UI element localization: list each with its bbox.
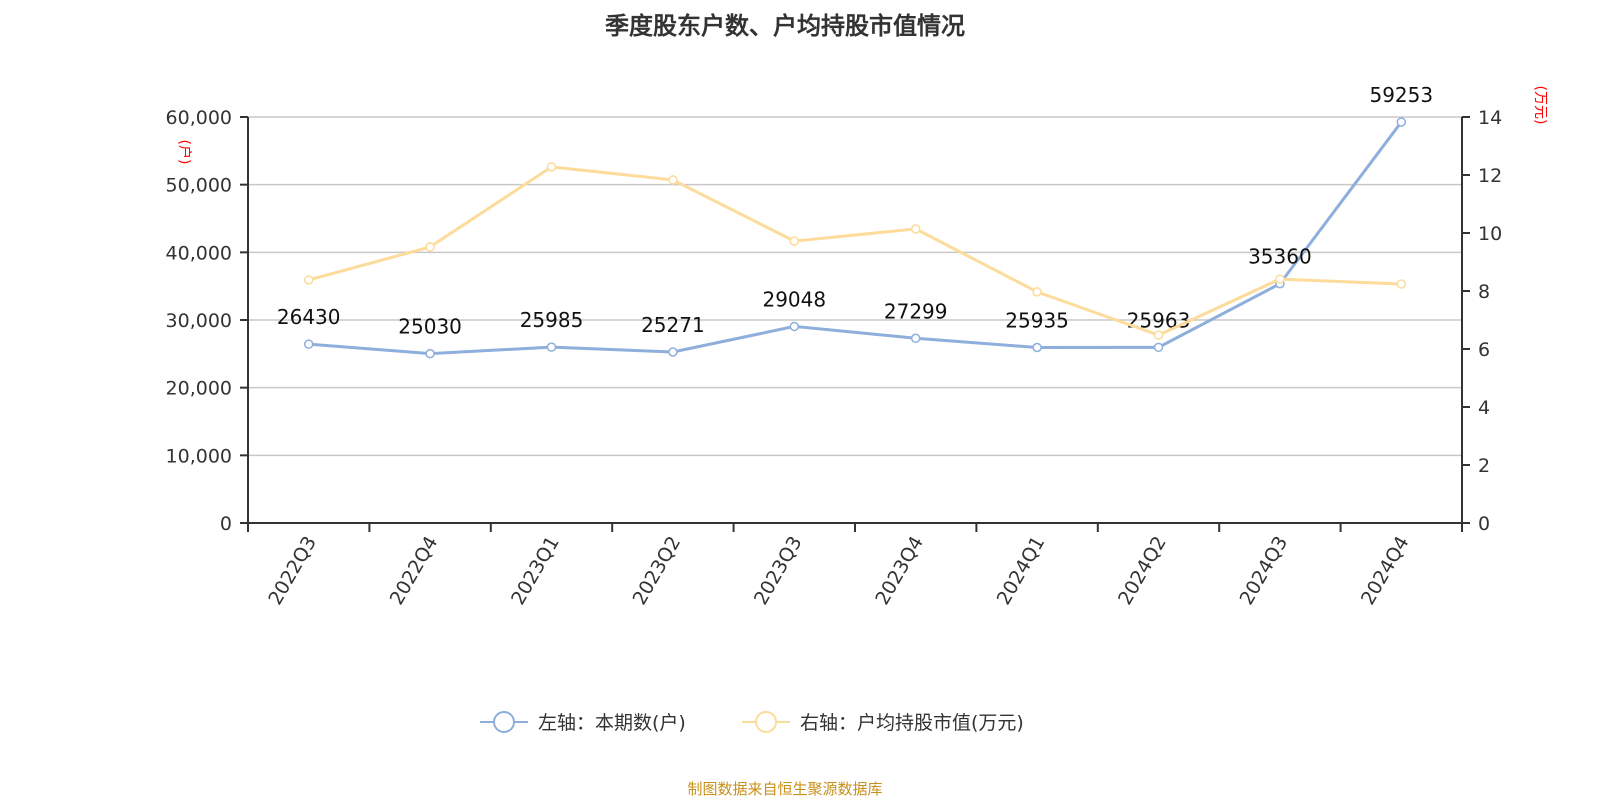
right-tick-label: 6 [1478,339,1490,361]
right-tick-label: 0 [1478,513,1490,535]
data-point [668,347,678,357]
x-tick-label: 2023Q3 [750,533,807,609]
data-label: 26430 [277,305,341,329]
data-point [1396,117,1407,127]
right-tick-label: 10 [1478,223,1502,245]
data-point [1153,330,1164,340]
x-tick-label: 2024Q3 [1235,533,1292,609]
x-tick-label: 2024Q1 [993,533,1050,609]
data-point [668,175,678,185]
legend-label: 左轴：本期数(户) [538,712,686,734]
data-point [789,236,800,246]
data-label: 25935 [1005,309,1069,333]
data-point [910,333,921,344]
right-axis-label: (万元) [1532,86,1548,125]
data-label: 25030 [398,315,462,339]
data-point [303,339,314,349]
legend-marker [755,711,777,733]
data-point [425,348,435,359]
left-tick-label: 20,000 [166,378,232,400]
x-tick-label: 2023Q1 [507,533,564,609]
right-tick-label: 8 [1478,281,1490,303]
data-label: 59253 [1369,83,1433,107]
data-point [546,342,557,352]
legend-marker [493,711,515,733]
data-point [425,242,435,252]
left-tick-label: 50,000 [166,175,232,197]
x-tick-label: 2022Q3 [264,533,321,609]
data-point [1275,274,1285,284]
data-point [910,224,921,234]
x-tick-label: 2022Q4 [386,533,443,609]
right-tick-label: 12 [1478,165,1502,187]
x-tick-label: 2024Q4 [1357,533,1414,609]
left-tick-label: 30,000 [166,310,232,332]
data-point [1032,287,1042,297]
left-tick-label: 60,000 [166,107,232,129]
source-note: 制图数据来自恒生聚源数据库 [687,780,883,798]
data-point [789,321,800,332]
data-point [1153,342,1164,353]
legend-label: 右轴：户均持股市值(万元) [800,712,1024,734]
series-line [308,121,1403,356]
left-axis-label: (户) [176,140,193,165]
data-point [1032,342,1042,353]
chart-title: 季度股东户数、户均持股市值情况 [605,12,965,40]
data-point [303,275,314,285]
x-tick-label: 2023Q4 [871,533,928,609]
data-label: 25271 [641,313,705,337]
series-line [308,165,1402,337]
x-tick-label: 2023Q2 [628,533,685,609]
data-point [546,162,557,172]
data-label: 25985 [520,308,584,332]
data-point [1396,279,1407,289]
left-tick-label: 0 [220,513,232,535]
data-label: 35360 [1248,245,1312,269]
right-tick-label: 2 [1478,455,1490,477]
left-tick-label: 40,000 [166,242,232,264]
x-tick-label: 2024Q2 [1114,533,1171,609]
data-label: 29048 [762,287,826,311]
data-label: 27299 [884,299,948,323]
right-tick-label: 4 [1478,397,1490,419]
left-tick-label: 10,000 [166,445,232,467]
right-tick-label: 14 [1478,107,1502,129]
